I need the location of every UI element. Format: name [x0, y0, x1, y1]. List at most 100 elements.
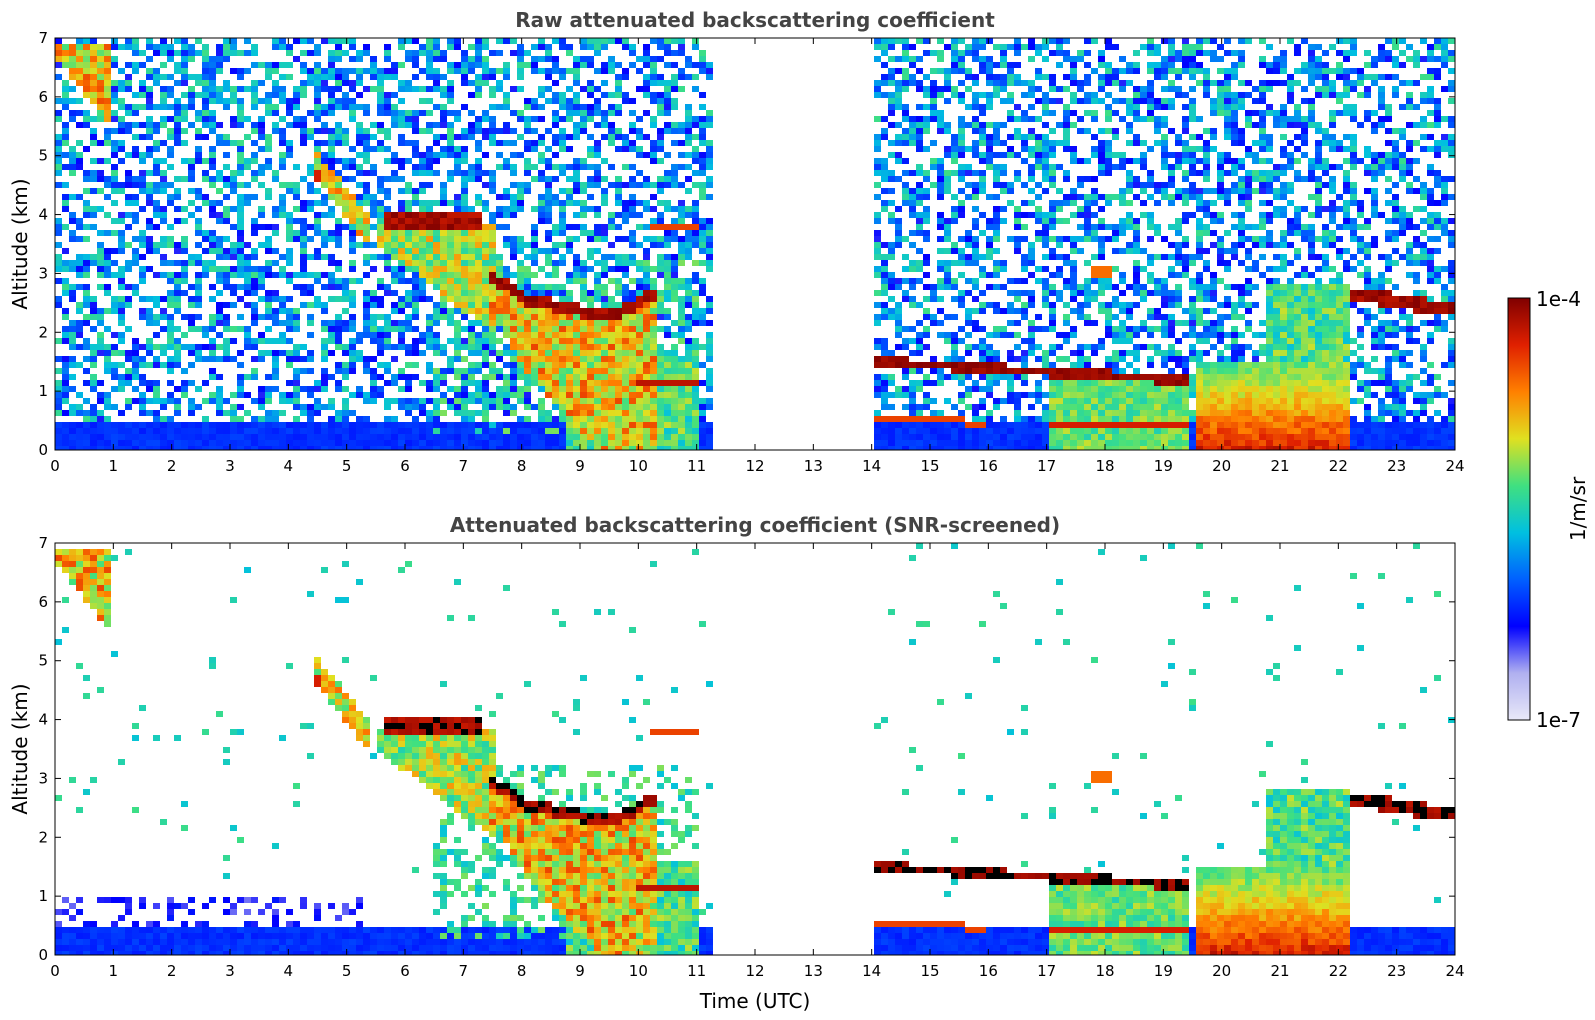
heatmap-cell [573, 428, 580, 434]
heatmap-cell [349, 440, 356, 446]
heatmap-cell [566, 404, 573, 410]
heatmap-cell [531, 428, 538, 434]
heatmap-cell [293, 350, 300, 356]
heatmap-cell [363, 332, 370, 338]
heatmap-cell [524, 368, 531, 374]
heatmap-cell [342, 362, 349, 368]
heatmap-cell [181, 266, 188, 272]
heatmap-cell [664, 182, 671, 188]
heatmap-cell [629, 392, 636, 398]
heatmap-cell [272, 320, 279, 326]
heatmap-cell [125, 326, 132, 332]
heatmap-cell [55, 254, 62, 260]
heatmap-cell [503, 206, 510, 212]
heatmap-cell [433, 260, 440, 266]
heatmap-cell [118, 128, 125, 134]
heatmap-cell [433, 350, 440, 356]
heatmap-cell [951, 278, 958, 284]
heatmap-cell [699, 62, 706, 68]
heatmap-cell [335, 68, 342, 74]
heatmap-cell [594, 44, 601, 50]
heatmap-cell [594, 326, 601, 332]
heatmap-cell [622, 392, 629, 398]
heatmap-cell [251, 302, 258, 308]
heatmap-cell [447, 446, 454, 452]
heatmap-cell [916, 38, 923, 44]
heatmap-cell [195, 428, 202, 434]
heatmap-cell [300, 290, 307, 296]
heatmap-cell [223, 182, 230, 188]
heatmap-cell [433, 134, 440, 140]
heatmap-cell [223, 356, 230, 362]
heatmap-cell [251, 92, 258, 98]
heatmap-cell [643, 326, 650, 332]
heatmap-cell [104, 74, 111, 80]
heatmap-cell [993, 404, 1000, 410]
heatmap-cell [454, 146, 461, 152]
heatmap-cell [160, 434, 167, 440]
heatmap-cell [608, 302, 615, 308]
heatmap-cell [363, 200, 370, 206]
heatmap-cell [125, 368, 132, 374]
heatmap-cell [83, 254, 90, 260]
heatmap-cell [216, 308, 223, 314]
heatmap-cell [265, 68, 272, 74]
heatmap-cell [202, 326, 209, 332]
heatmap-cell [545, 290, 552, 296]
heatmap-cell [657, 134, 664, 140]
heatmap-cell [272, 44, 279, 50]
heatmap-cell [699, 116, 706, 122]
heatmap-cell [251, 50, 258, 56]
heatmap-cell [391, 320, 398, 326]
heatmap-cell [937, 434, 944, 440]
heatmap-cell [195, 242, 202, 248]
heatmap-cell [545, 356, 552, 362]
heatmap-cell [965, 344, 972, 350]
heatmap-cell [916, 440, 923, 446]
heatmap-cell [482, 134, 489, 140]
heatmap-cell [69, 296, 76, 302]
heatmap-cell [237, 86, 244, 92]
heatmap-cell [251, 314, 258, 320]
heatmap-cell [874, 194, 881, 200]
heatmap-cell [664, 362, 671, 368]
heatmap-cell [279, 434, 286, 440]
heatmap-cell [566, 110, 573, 116]
heatmap-cell [622, 374, 629, 380]
heatmap-cell [265, 134, 272, 140]
heatmap-cell [643, 362, 650, 368]
heatmap-cell [671, 422, 678, 428]
heatmap-cell [83, 122, 90, 128]
heatmap-cell [90, 440, 97, 446]
heatmap-cell [902, 188, 909, 194]
heatmap-cell [62, 122, 69, 128]
heatmap-cell [993, 230, 1000, 236]
heatmap-cell [1000, 86, 1007, 92]
heatmap-cell [524, 290, 531, 296]
heatmap-cell [937, 410, 944, 416]
heatmap-cell [874, 182, 881, 188]
heatmap-cell [216, 392, 223, 398]
heatmap-cell [405, 434, 412, 440]
heatmap-cell [622, 386, 629, 392]
heatmap-cell [90, 404, 97, 410]
heatmap-cell [685, 320, 692, 326]
heatmap-cell [181, 158, 188, 164]
heatmap-cell [986, 392, 993, 398]
heatmap-cell [524, 182, 531, 188]
heatmap-cell [559, 356, 566, 362]
heatmap-cell [391, 218, 398, 224]
heatmap-cell [83, 116, 90, 122]
heatmap-cell [412, 440, 419, 446]
heatmap-cell [307, 272, 314, 278]
heatmap-cell [223, 212, 230, 218]
heatmap-cell [916, 164, 923, 170]
heatmap-cell [412, 428, 419, 434]
heatmap-cell [244, 410, 251, 416]
heatmap-cell [657, 98, 664, 104]
heatmap-cell [202, 434, 209, 440]
heatmap-cell [104, 422, 111, 428]
heatmap-cell [503, 374, 510, 380]
heatmap-cell [440, 392, 447, 398]
heatmap-cell [223, 134, 230, 140]
